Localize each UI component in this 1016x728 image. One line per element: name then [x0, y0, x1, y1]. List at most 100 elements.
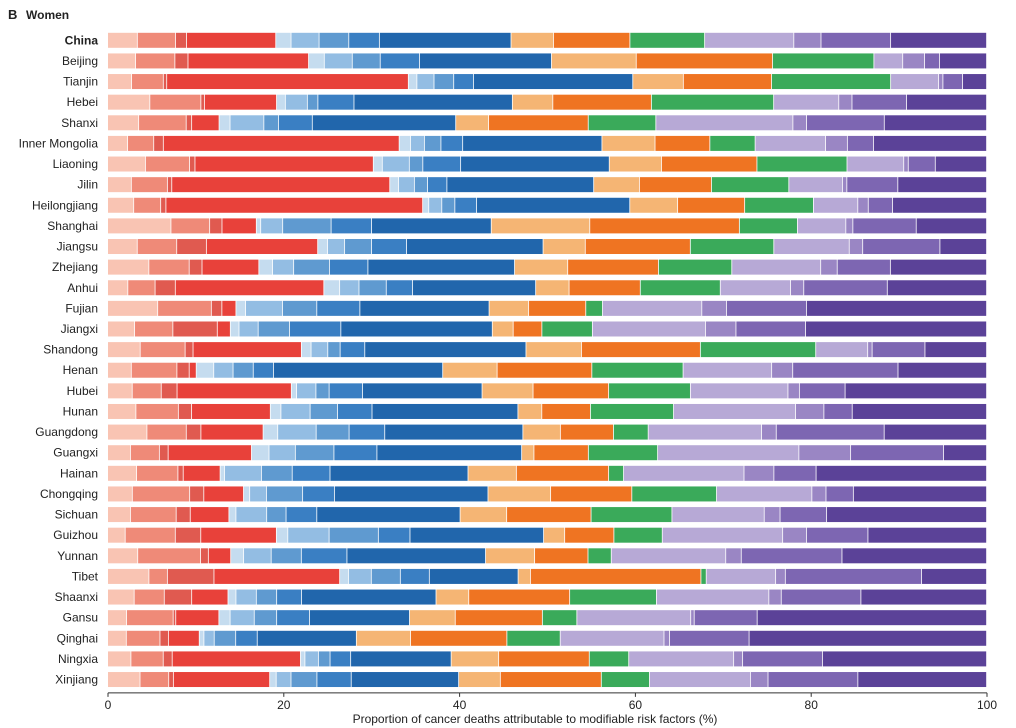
- bar-segment: [230, 610, 254, 626]
- bar-segment: [485, 548, 535, 564]
- bar-segment: [551, 53, 636, 69]
- x-tick-label: 20: [277, 698, 291, 712]
- x-tick-label: 40: [453, 698, 467, 712]
- bar-segment: [294, 259, 330, 275]
- bar-segment: [125, 527, 175, 543]
- bar-segment: [591, 507, 672, 523]
- panel-title: Women: [26, 8, 69, 22]
- bar-segment: [423, 197, 429, 213]
- bar-segment: [362, 383, 482, 399]
- bar-segment: [799, 383, 845, 399]
- bar-segment: [565, 527, 614, 543]
- bar-segment: [108, 94, 150, 110]
- bar-segment: [898, 362, 987, 378]
- bar-segment: [378, 527, 410, 543]
- bar-segment: [771, 74, 891, 90]
- bar-segment: [175, 280, 324, 296]
- bar-segment: [500, 672, 601, 688]
- bar-segment: [581, 342, 700, 358]
- bar-segment: [750, 672, 768, 688]
- bar-segment: [780, 507, 827, 523]
- bar-segment: [793, 115, 807, 131]
- bar-segment: [613, 424, 648, 440]
- bar-segment: [200, 548, 208, 564]
- bar-segment: [371, 218, 491, 234]
- bar-segment: [132, 486, 190, 502]
- bar-segment: [887, 280, 987, 296]
- bar-segment: [217, 321, 230, 337]
- bar-segment: [429, 197, 442, 213]
- bar-segment: [630, 197, 678, 213]
- bar-segment: [236, 507, 267, 523]
- bar-segment: [167, 177, 172, 193]
- bar-segment: [108, 280, 128, 296]
- bar-segment: [135, 53, 175, 69]
- bar-segment: [178, 465, 183, 481]
- bar-segment: [542, 321, 592, 337]
- bar-segment: [149, 568, 167, 584]
- bar-segment: [468, 465, 516, 481]
- x-tick-label: 100: [977, 698, 997, 712]
- bar-segment: [278, 424, 316, 440]
- bar-segment: [497, 362, 592, 378]
- bar-segment: [924, 53, 940, 69]
- bar-segment: [822, 651, 987, 667]
- bar-segment: [795, 403, 824, 419]
- bar-segment: [507, 630, 560, 646]
- bar-segment: [655, 135, 710, 151]
- bar-segment: [377, 445, 522, 461]
- bar-segment: [108, 156, 146, 172]
- bar-segment: [188, 53, 309, 69]
- bar-segment: [345, 239, 372, 255]
- bar-segment: [382, 156, 409, 172]
- bar-segment: [816, 342, 868, 358]
- bar-segment: [629, 651, 734, 667]
- bar-segment: [785, 568, 922, 584]
- bar-segment: [201, 424, 263, 440]
- bar-segment: [169, 672, 173, 688]
- bar-segment: [214, 630, 236, 646]
- bar-segment: [455, 610, 542, 626]
- bar-segment: [131, 362, 177, 378]
- bar-segment: [214, 362, 233, 378]
- bar-segment: [224, 465, 262, 481]
- bar-segment: [264, 115, 279, 131]
- bar-segment: [214, 568, 340, 584]
- bar-segment: [908, 156, 935, 172]
- bar-segment: [821, 259, 837, 275]
- bar-segment: [568, 259, 659, 275]
- bar-segment: [533, 383, 609, 399]
- bar-segment: [522, 445, 534, 461]
- bar-segment: [390, 177, 399, 193]
- bar-segment: [360, 300, 489, 316]
- bar-segment: [189, 156, 195, 172]
- bar-segment: [868, 342, 872, 358]
- bar-segment: [285, 94, 307, 110]
- bar-segment: [204, 486, 244, 502]
- bar-segment: [128, 135, 154, 151]
- bar-segment: [623, 465, 744, 481]
- bar-segment: [282, 300, 317, 316]
- bar-segment: [137, 465, 178, 481]
- bar-segment: [340, 342, 365, 358]
- bar-segment: [893, 197, 987, 213]
- bar-segment: [108, 568, 149, 584]
- bar-segment: [159, 445, 168, 461]
- bar-segment: [137, 239, 177, 255]
- bar-segment: [139, 115, 186, 131]
- bar-segment: [228, 589, 236, 605]
- bar-segment: [190, 486, 204, 502]
- bar-segment: [898, 177, 987, 193]
- bar-segment: [455, 197, 477, 213]
- bar-segment: [409, 156, 423, 172]
- bar-segment: [301, 342, 311, 358]
- bar-segment: [705, 32, 794, 48]
- bar-segment: [295, 445, 334, 461]
- bar-segment: [906, 94, 987, 110]
- bar-segment: [614, 527, 662, 543]
- bar-segment: [108, 589, 134, 605]
- bar-segment: [172, 651, 301, 667]
- bar-segment: [204, 94, 277, 110]
- bar-segment: [307, 94, 318, 110]
- bar-segment: [140, 342, 185, 358]
